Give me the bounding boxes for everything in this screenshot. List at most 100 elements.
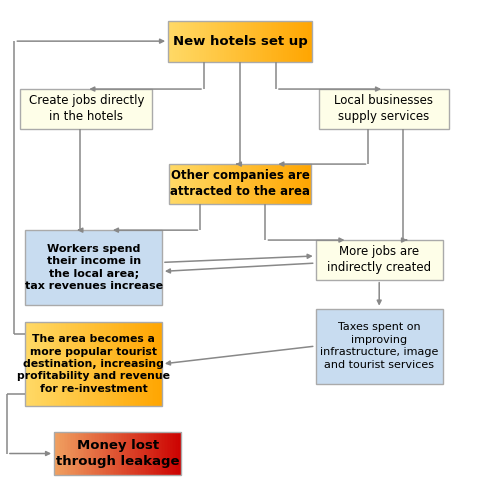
Bar bbox=[206, 164, 209, 204]
Bar bbox=[138, 432, 140, 475]
Bar bbox=[289, 164, 292, 204]
Bar bbox=[266, 164, 269, 204]
Bar bbox=[238, 164, 240, 204]
Bar bbox=[96, 432, 97, 475]
Bar bbox=[263, 164, 265, 204]
Bar bbox=[173, 164, 175, 204]
Bar bbox=[206, 20, 208, 61]
Bar bbox=[54, 432, 56, 475]
Bar bbox=[116, 432, 118, 475]
Bar bbox=[279, 20, 282, 61]
Bar bbox=[100, 321, 103, 407]
Bar bbox=[243, 164, 246, 204]
Bar bbox=[201, 164, 204, 204]
Bar bbox=[167, 432, 169, 475]
Bar bbox=[177, 20, 179, 61]
Bar bbox=[231, 20, 233, 61]
Bar bbox=[82, 321, 84, 407]
Bar bbox=[260, 20, 262, 61]
Bar bbox=[277, 164, 279, 204]
Bar bbox=[194, 164, 196, 204]
Bar bbox=[133, 321, 135, 407]
Bar bbox=[25, 321, 162, 407]
Bar bbox=[158, 321, 161, 407]
Bar bbox=[215, 164, 217, 204]
Bar bbox=[122, 432, 124, 475]
Bar bbox=[285, 20, 287, 61]
Bar bbox=[300, 20, 302, 61]
Bar bbox=[129, 432, 131, 475]
Bar bbox=[61, 321, 63, 407]
Bar bbox=[190, 20, 192, 61]
Bar bbox=[245, 164, 248, 204]
Bar bbox=[75, 432, 77, 475]
Bar bbox=[118, 321, 120, 407]
Bar bbox=[58, 321, 60, 407]
Bar bbox=[173, 432, 175, 475]
Bar bbox=[228, 164, 230, 204]
Bar bbox=[143, 321, 145, 407]
Bar bbox=[132, 432, 134, 475]
Bar bbox=[242, 164, 244, 204]
Bar bbox=[64, 321, 67, 407]
Bar bbox=[304, 164, 306, 204]
Bar bbox=[177, 432, 179, 475]
Bar bbox=[60, 432, 62, 475]
Bar bbox=[180, 432, 181, 475]
Bar bbox=[180, 20, 183, 61]
Bar bbox=[178, 432, 180, 475]
Bar bbox=[169, 164, 311, 204]
Bar bbox=[150, 321, 152, 407]
Bar bbox=[254, 20, 257, 61]
Bar bbox=[157, 321, 159, 407]
Bar bbox=[238, 20, 240, 61]
Bar bbox=[308, 20, 311, 61]
Bar bbox=[251, 164, 253, 204]
Bar bbox=[143, 432, 145, 475]
Bar bbox=[124, 432, 126, 475]
Bar bbox=[130, 432, 132, 475]
Bar bbox=[72, 321, 73, 407]
Bar bbox=[44, 321, 46, 407]
Bar bbox=[56, 432, 58, 475]
Bar bbox=[299, 164, 300, 204]
Bar bbox=[75, 321, 77, 407]
Text: Local businesses
supply services: Local businesses supply services bbox=[335, 94, 433, 123]
Bar bbox=[235, 164, 237, 204]
Bar bbox=[218, 20, 221, 61]
Bar bbox=[195, 20, 197, 61]
Bar bbox=[104, 321, 106, 407]
Bar bbox=[229, 20, 231, 61]
Bar bbox=[65, 432, 67, 475]
Bar bbox=[54, 321, 57, 407]
Bar bbox=[127, 432, 129, 475]
Bar bbox=[160, 321, 162, 407]
Bar bbox=[224, 164, 227, 204]
Bar bbox=[146, 321, 149, 407]
Bar bbox=[203, 164, 205, 204]
Bar bbox=[70, 321, 72, 407]
Bar bbox=[271, 20, 273, 61]
Bar bbox=[294, 20, 296, 61]
Bar bbox=[159, 432, 161, 475]
Bar bbox=[222, 20, 224, 61]
Bar bbox=[68, 321, 70, 407]
Bar bbox=[87, 432, 89, 475]
Bar bbox=[105, 432, 107, 475]
Bar bbox=[229, 164, 232, 204]
Bar bbox=[220, 20, 222, 61]
Bar bbox=[67, 432, 69, 475]
Bar bbox=[46, 321, 48, 407]
Bar bbox=[172, 432, 174, 475]
Bar bbox=[111, 321, 113, 407]
Bar bbox=[70, 432, 72, 475]
Bar bbox=[193, 20, 195, 61]
Bar bbox=[208, 164, 210, 204]
Bar bbox=[128, 321, 130, 407]
Bar bbox=[92, 321, 94, 407]
Bar bbox=[119, 321, 121, 407]
Bar bbox=[111, 432, 113, 475]
Text: Taxes spent on
improving
infrastructure, image
and tourist services: Taxes spent on improving infrastructure,… bbox=[320, 322, 438, 370]
Bar bbox=[199, 164, 202, 204]
Bar bbox=[254, 164, 256, 204]
